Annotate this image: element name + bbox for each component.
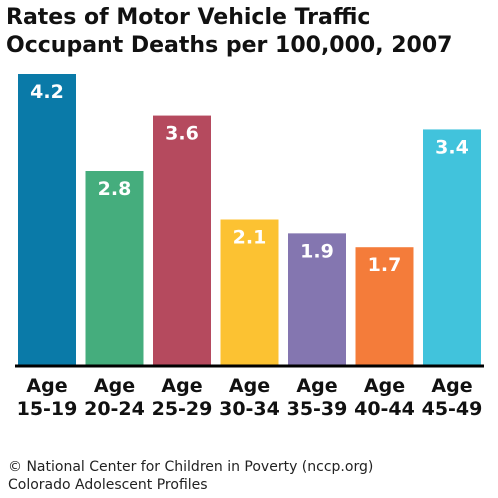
bar-1 [85, 171, 144, 365]
x-tick-label: 20-24 [84, 398, 145, 420]
bar-value-label: 2.1 [233, 227, 267, 249]
bar-5 [355, 247, 414, 365]
bar-4 [288, 233, 346, 365]
x-tick-label: Age [229, 375, 270, 397]
bar-3 [220, 219, 279, 365]
x-tick-label: 40-44 [354, 398, 415, 420]
bar-value-label: 1.7 [368, 254, 402, 276]
x-tick-label: Age [161, 375, 202, 397]
bar-value-label: 3.6 [165, 123, 199, 145]
bar-6 [423, 129, 481, 365]
x-tick-label: 45-49 [422, 398, 483, 420]
bar-chart: 4.22.83.62.11.91.73.4 Age15-19Age20-24Ag… [15, 74, 484, 420]
x-tick-label: Age [431, 375, 472, 397]
x-tick-label: Age [296, 375, 337, 397]
footer: © National Center for Children in Povert… [8, 458, 373, 494]
x-tick-label: 35-39 [287, 398, 348, 420]
x-tick-label: 30-34 [219, 398, 280, 420]
bar-2 [153, 115, 211, 365]
source-text: Colorado Adolescent Profiles [8, 477, 208, 493]
x-tick-label: Age [94, 375, 135, 397]
bars-group: 4.2 2.8 3.6 2.1 1.9 1.7 3.4 [18, 74, 481, 365]
x-tick-labels: Age15-19Age20-24Age25-29Age30-34Age35-39… [17, 375, 483, 420]
x-tick-label: Age [364, 375, 405, 397]
bar-value-label: 3.4 [435, 136, 469, 158]
copyright-text: © National Center for Children in Povert… [8, 459, 374, 475]
bar-0 [18, 74, 76, 365]
x-tick-label: Age [26, 375, 67, 397]
bar-value-label: 4.2 [30, 81, 64, 103]
chart-title: Rates of Motor Vehicle Traffic Occupant … [6, 5, 453, 58]
bar-value-label: 2.8 [98, 178, 132, 200]
x-tick-label: 25-29 [152, 398, 213, 420]
x-tick-label: 15-19 [17, 398, 78, 420]
bar-value-label: 1.9 [300, 240, 334, 262]
